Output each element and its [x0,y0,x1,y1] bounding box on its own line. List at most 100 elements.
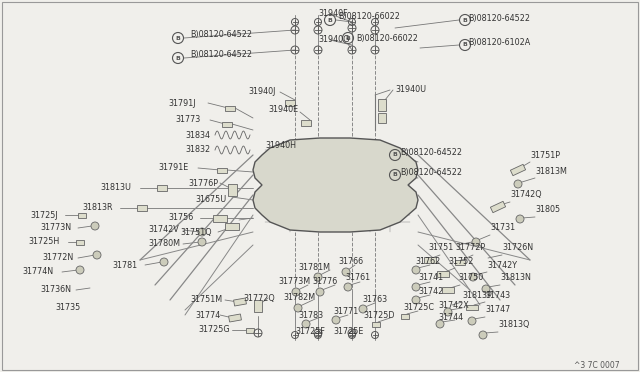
Bar [285,100,295,106]
Text: 31750: 31750 [458,273,483,282]
Text: 31725F: 31725F [295,327,325,337]
Text: 31756: 31756 [168,214,193,222]
Circle shape [516,215,524,223]
Text: 31813R: 31813R [82,203,113,212]
Text: 31773N: 31773N [40,224,71,232]
Bar [372,321,380,327]
Text: ^3 7C 0007: ^3 7C 0007 [574,360,620,369]
Text: 31940H: 31940H [265,141,296,150]
Circle shape [316,288,324,296]
Text: 31782M: 31782M [283,294,315,302]
Text: 31726N: 31726N [502,244,533,253]
Polygon shape [510,164,525,176]
Circle shape [436,320,444,328]
Circle shape [359,305,367,313]
Text: 31741: 31741 [418,273,443,282]
Text: B: B [346,35,351,41]
Text: 31766: 31766 [338,257,363,266]
Text: 31940U: 31940U [395,86,426,94]
Bar [213,215,227,221]
Polygon shape [490,201,506,213]
Text: 31813Q: 31813Q [498,321,529,330]
Circle shape [469,273,477,281]
Circle shape [160,258,168,266]
Text: 31742V: 31742V [148,225,179,234]
Bar [442,287,454,293]
Bar [76,240,84,244]
Text: 31940J: 31940J [248,87,275,96]
Text: 31776: 31776 [312,278,337,286]
Text: B: B [463,42,467,48]
Text: 31735: 31735 [55,304,80,312]
Circle shape [93,251,101,259]
Text: 31742Q: 31742Q [510,190,541,199]
Text: B)08120-64522: B)08120-64522 [190,51,252,60]
Text: 31781M: 31781M [298,263,330,273]
Text: 31751P: 31751P [530,151,560,160]
Text: B)08120-64522: B)08120-64522 [400,148,462,157]
Text: B)08120-66022: B)08120-66022 [338,13,400,22]
Text: B)08120-64522: B)08120-64522 [400,167,462,176]
Circle shape [332,316,340,324]
Bar [225,106,235,110]
Text: 31772Q: 31772Q [243,294,275,302]
Text: 31773M: 31773M [278,278,310,286]
Text: 31725J: 31725J [30,211,58,219]
Polygon shape [253,138,418,232]
Text: 31773: 31773 [175,115,200,125]
Bar [217,167,227,173]
Bar [301,120,311,126]
Text: 31780M: 31780M [148,240,180,248]
Text: 31675U: 31675U [195,196,227,205]
Text: B)08120-64522: B)08120-64522 [190,31,252,39]
Bar [225,222,239,230]
Circle shape [412,283,420,291]
Bar [78,212,86,218]
Text: 31783: 31783 [298,311,323,320]
Bar [378,99,386,111]
Text: 31774: 31774 [195,311,220,320]
Bar [227,184,237,196]
Text: 31747: 31747 [485,305,510,314]
Text: 31751: 31751 [428,244,453,253]
Text: 31771: 31771 [333,308,358,317]
Text: 31751M: 31751M [190,295,222,305]
Text: 31940G: 31940G [318,35,349,45]
Circle shape [479,331,487,339]
Text: 31725E: 31725E [333,327,364,337]
Text: 31725G: 31725G [198,326,230,334]
Text: 31743: 31743 [485,291,510,299]
Bar [424,257,436,263]
Text: B: B [392,153,397,157]
Circle shape [302,320,310,328]
Text: 31791J: 31791J [168,99,195,108]
Text: 31725D: 31725D [363,311,394,321]
Circle shape [198,238,206,246]
Text: 31736N: 31736N [40,285,71,295]
Text: 31940F: 31940F [318,10,348,19]
Text: B: B [175,35,180,41]
Circle shape [444,308,452,316]
Circle shape [482,285,490,293]
Circle shape [342,268,350,276]
Text: B)08120-66022: B)08120-66022 [356,33,418,42]
Bar [466,305,478,310]
Bar [137,205,147,211]
Text: 31832: 31832 [185,145,210,154]
Text: 31772N: 31772N [42,253,73,263]
Circle shape [472,238,480,246]
Bar [157,185,167,191]
Circle shape [294,304,302,312]
Text: 31772P: 31772P [455,244,485,253]
Text: B)08120-6102A: B)08120-6102A [468,38,531,48]
Text: 31791E: 31791E [158,164,188,173]
Text: 31774N: 31774N [22,267,53,276]
Polygon shape [228,314,241,322]
Text: 31761: 31761 [345,273,370,282]
Text: 31742Y: 31742Y [487,260,517,269]
Text: 31813P: 31813P [462,291,492,299]
Circle shape [292,288,300,296]
Text: 31751Q: 31751Q [180,228,212,237]
Text: B: B [463,17,467,22]
Text: B: B [328,17,332,22]
